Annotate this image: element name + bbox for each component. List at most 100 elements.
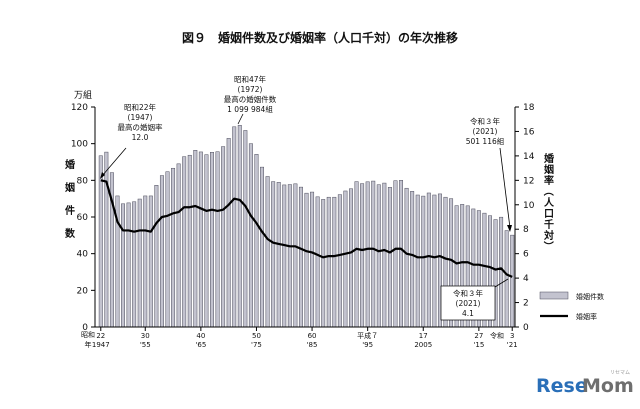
bar-1983 (298, 186, 303, 328)
bar-1988 (326, 196, 331, 328)
bar-1982 (293, 183, 298, 328)
bar-1997 (376, 184, 381, 328)
y-left-label-char: 婚 (65, 158, 75, 171)
bar-2001 (399, 180, 403, 328)
bar-1955 (143, 195, 148, 328)
y-right-label-char: 対 (543, 229, 554, 242)
annotation-1947-arrowhead (100, 172, 105, 179)
legend-bar-label: 婚姻件数 (576, 292, 604, 301)
y-left-tick-label: 60 (77, 213, 89, 223)
legend: 婚姻件数 婚姻率 (539, 291, 604, 321)
annotation-2021-count-line1: 令和３年 (470, 116, 500, 126)
x-prefix-year: 年 (85, 340, 92, 349)
x-tick-label: 平成７ (357, 331, 378, 340)
x-tick-sublabel: 1947 (92, 341, 110, 349)
annotation-2021-count-arrowhead (507, 225, 512, 232)
y-left-label-char: 姻 (64, 181, 75, 194)
bar-1966 (204, 154, 209, 328)
x-tick-label: 50 (252, 332, 261, 340)
bar-1968 (215, 151, 220, 328)
bar-1987 (321, 199, 326, 328)
bar-1995 (365, 181, 370, 328)
x-tick-label: 27 (474, 332, 483, 340)
y-right-label-char: 千 (544, 218, 554, 231)
annotation-1972-line1: 昭和47年 (234, 74, 267, 84)
bar-1973 (243, 130, 248, 328)
logo-subtext: リセマム (610, 370, 630, 376)
annotation-2021-count-line3: 501 116組 (466, 136, 505, 146)
y-left-ticks: 0 20 40 60 80 100 120 (71, 103, 95, 333)
y-right-tick-label: 8 (523, 225, 529, 235)
y-right-label-char: 姻 (543, 163, 554, 176)
bar-2003 (410, 191, 415, 328)
annotation-2021-rate-line3: 4.1 (462, 309, 474, 318)
bar-2000 (393, 180, 398, 328)
x-tick-label: 60 (308, 332, 317, 340)
y-left-label-char: 件 (65, 204, 75, 217)
bar-1954 (137, 198, 142, 328)
annotation-1947-line1: 昭和22年 (124, 102, 157, 112)
x-tick-sublabel: '21 (507, 341, 518, 349)
y-right-label-char: ） (542, 241, 555, 251)
bar-1965 (198, 151, 203, 328)
bar-1972 (237, 125, 242, 328)
annotation-2021-rate-arrow (494, 278, 509, 288)
annotation-1947-arrow (101, 147, 127, 177)
bar-1959 (165, 171, 170, 328)
bar-1989 (332, 196, 337, 328)
bar-1948 (104, 151, 109, 328)
annotation-1972-line3: 最高の婚姻件数 (224, 94, 277, 104)
logo-text-rese: Rese (536, 375, 588, 397)
annotation-1972-arrow (237, 113, 244, 125)
bar-1993 (354, 181, 359, 328)
x-prefix-showa: 昭和 (81, 330, 95, 339)
x-tick-label: 22 (96, 332, 105, 340)
bar-2002 (404, 187, 409, 328)
bar-1994 (360, 183, 365, 328)
annotation-2021-rate-line2: (2021) (456, 299, 481, 308)
bar-1984 (304, 192, 309, 328)
bar-1970 (226, 138, 231, 328)
bar-1996 (371, 180, 376, 328)
annotation-1947-line4: 12.0 (132, 133, 149, 142)
y-left-unit: 万組 (74, 89, 92, 101)
logo-text-mom: Mom (582, 375, 634, 397)
x-tick-sublabel: '15 (473, 341, 484, 349)
bar-1964 (193, 150, 198, 328)
legend-line-label: 婚姻率 (576, 312, 597, 321)
x-tick-sublabel: '85 (307, 341, 318, 349)
y-right-tick-label: 2 (523, 299, 529, 309)
y-right-label-char: 婚 (544, 152, 554, 165)
y-right-label-char: 人 (544, 196, 555, 209)
x-tick-label: 3 (510, 332, 514, 340)
bar-2004 (415, 194, 420, 328)
bar-1956 (148, 195, 153, 328)
y-left-label-char: 数 (65, 227, 76, 240)
y-right-label: 婚姻率（人口千対） (542, 152, 555, 251)
annotation-1972: 昭和47年 (1972) 最高の婚姻件数 1 099 984組 (224, 74, 277, 125)
bar-1958 (159, 175, 164, 328)
bar-2019 (499, 216, 504, 328)
y-right-tick-label: 6 (523, 250, 529, 260)
bar-1952 (126, 202, 131, 328)
bar-1978 (271, 181, 276, 328)
marriage-rate-line (100, 179, 513, 278)
x-reiwa-label: 令和 (490, 331, 504, 340)
y-right-tick-label: 18 (523, 103, 535, 113)
y-right-tick-label: 10 (523, 201, 535, 211)
y-left-label: 婚姻件数 (64, 158, 76, 240)
bar-1991 (343, 190, 348, 328)
bar-1992 (349, 188, 353, 328)
y-right-tick-label: 16 (523, 127, 535, 137)
bar-1985 (310, 191, 315, 328)
y-left-tick-label: 0 (82, 323, 88, 333)
annotation-2021-rate-box (440, 285, 496, 321)
annotation-1947-line3: 最高の婚姻率 (118, 122, 163, 132)
bar-2007 (432, 194, 437, 328)
y-right-tick-label: 4 (523, 274, 529, 284)
y-right-label-char: 率 (544, 174, 554, 187)
bar-1975 (254, 154, 259, 328)
bar-1971 (232, 126, 237, 328)
bar-1969 (221, 146, 226, 328)
